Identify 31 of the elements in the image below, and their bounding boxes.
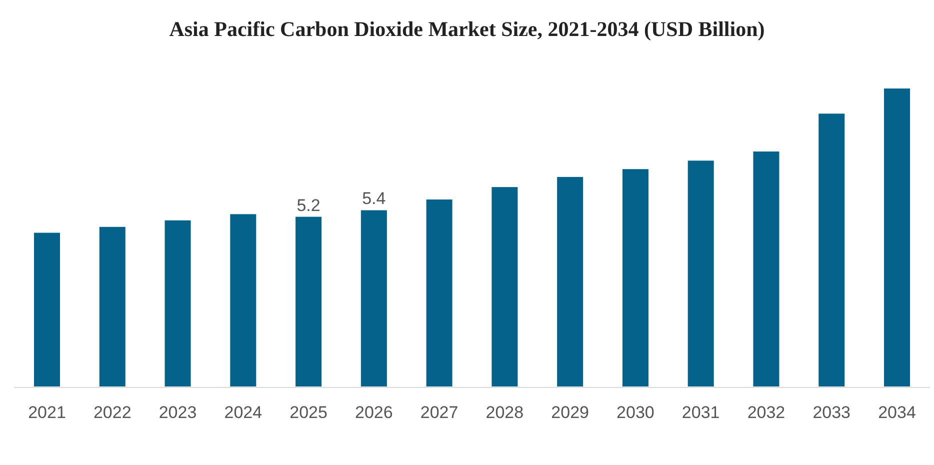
bar xyxy=(884,88,910,386)
x-tick-label: 2028 xyxy=(486,403,524,422)
bar xyxy=(164,220,191,386)
bar xyxy=(230,214,256,386)
bar xyxy=(426,199,452,386)
x-tick-label: 2021 xyxy=(28,403,66,422)
bar xyxy=(818,114,845,386)
x-tick-label: 2024 xyxy=(224,403,262,422)
bar xyxy=(688,160,714,386)
bar xyxy=(360,210,387,386)
x-tick-label: 2027 xyxy=(420,403,458,422)
x-tick-label: 2026 xyxy=(355,403,393,422)
x-tick-label: 2033 xyxy=(812,403,851,422)
x-tick-label: 2034 xyxy=(878,403,916,422)
chart-title: Asia Pacific Carbon Dioxide Market Size, 2021-2034 (USD Billion) xyxy=(169,17,765,41)
bar xyxy=(753,151,780,386)
bar xyxy=(557,176,584,386)
bar xyxy=(99,226,126,386)
bar xyxy=(622,169,648,386)
data-label: 5.4 xyxy=(362,189,386,208)
x-tick-label: 2025 xyxy=(290,403,328,422)
x-tick-label: 2023 xyxy=(158,403,197,422)
data-label: 5.2 xyxy=(296,196,320,215)
bar xyxy=(492,187,518,386)
x-tick-label: 2022 xyxy=(93,403,132,422)
x-tick-label: 2029 xyxy=(551,403,589,422)
x-tick-label: 2031 xyxy=(682,403,720,422)
x-tick-label: 2032 xyxy=(747,403,786,422)
bar xyxy=(296,216,322,386)
x-tick-label: 2030 xyxy=(616,403,654,422)
bar xyxy=(34,232,60,386)
